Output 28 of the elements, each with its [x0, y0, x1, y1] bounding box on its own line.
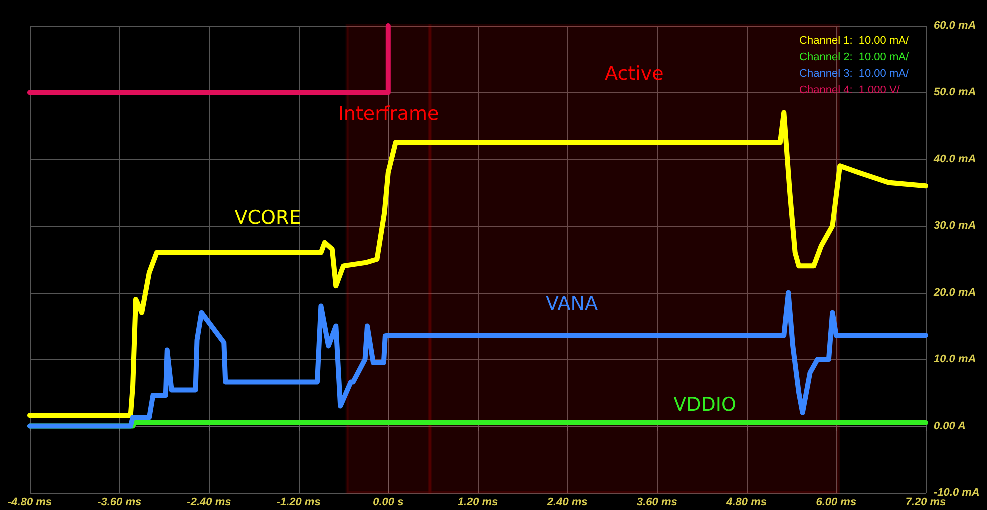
annotation: VANA	[546, 293, 598, 315]
y-tick-label: 0.00 A	[934, 420, 966, 432]
x-tick-label: -4.80 ms	[8, 496, 52, 508]
y-tick-label: 20.0 mA	[933, 286, 976, 299]
x-tick-label: 3.60 ms	[637, 496, 678, 508]
annotation: VDDIO	[674, 394, 736, 416]
x-tick-label: -3.60 ms	[98, 496, 142, 508]
text: Channel 4: 1.000 V/	[800, 84, 901, 96]
y-tick-label: 50.0 mA	[934, 86, 976, 99]
x-tick-label: -1.20 ms	[276, 496, 321, 508]
y-tick-label: 30.0 mA	[934, 220, 976, 232]
x-tick-label: 6.00 ms	[816, 496, 857, 508]
y-tick-label: 40.0 mA	[933, 153, 976, 166]
x-tick-label: 1.20 ms	[458, 496, 498, 508]
x-tick-label: 7.20 ms	[906, 496, 946, 508]
annotation: VCORE	[234, 207, 302, 229]
band-label: Active	[605, 63, 664, 85]
text: Channel 2: 10.00 mA/	[800, 52, 910, 64]
y-tick-label: 60.0 mA	[934, 20, 976, 32]
x-tick-label: -2.40 ms	[187, 496, 232, 508]
x-tick-label: 4.80 ms	[726, 496, 767, 508]
y-tick-label: -10.0 mA	[934, 487, 980, 499]
text: Channel 3: 10.00 mA/	[800, 68, 910, 80]
x-tick-label: 2.40 ms	[546, 496, 588, 508]
text: Channel 1: 10.00 mA/	[800, 35, 910, 47]
x-tick-label: 0.00 s	[373, 496, 404, 508]
y-tick-label: 10.0 mA	[934, 354, 976, 366]
band-label: Interframe	[338, 103, 440, 125]
